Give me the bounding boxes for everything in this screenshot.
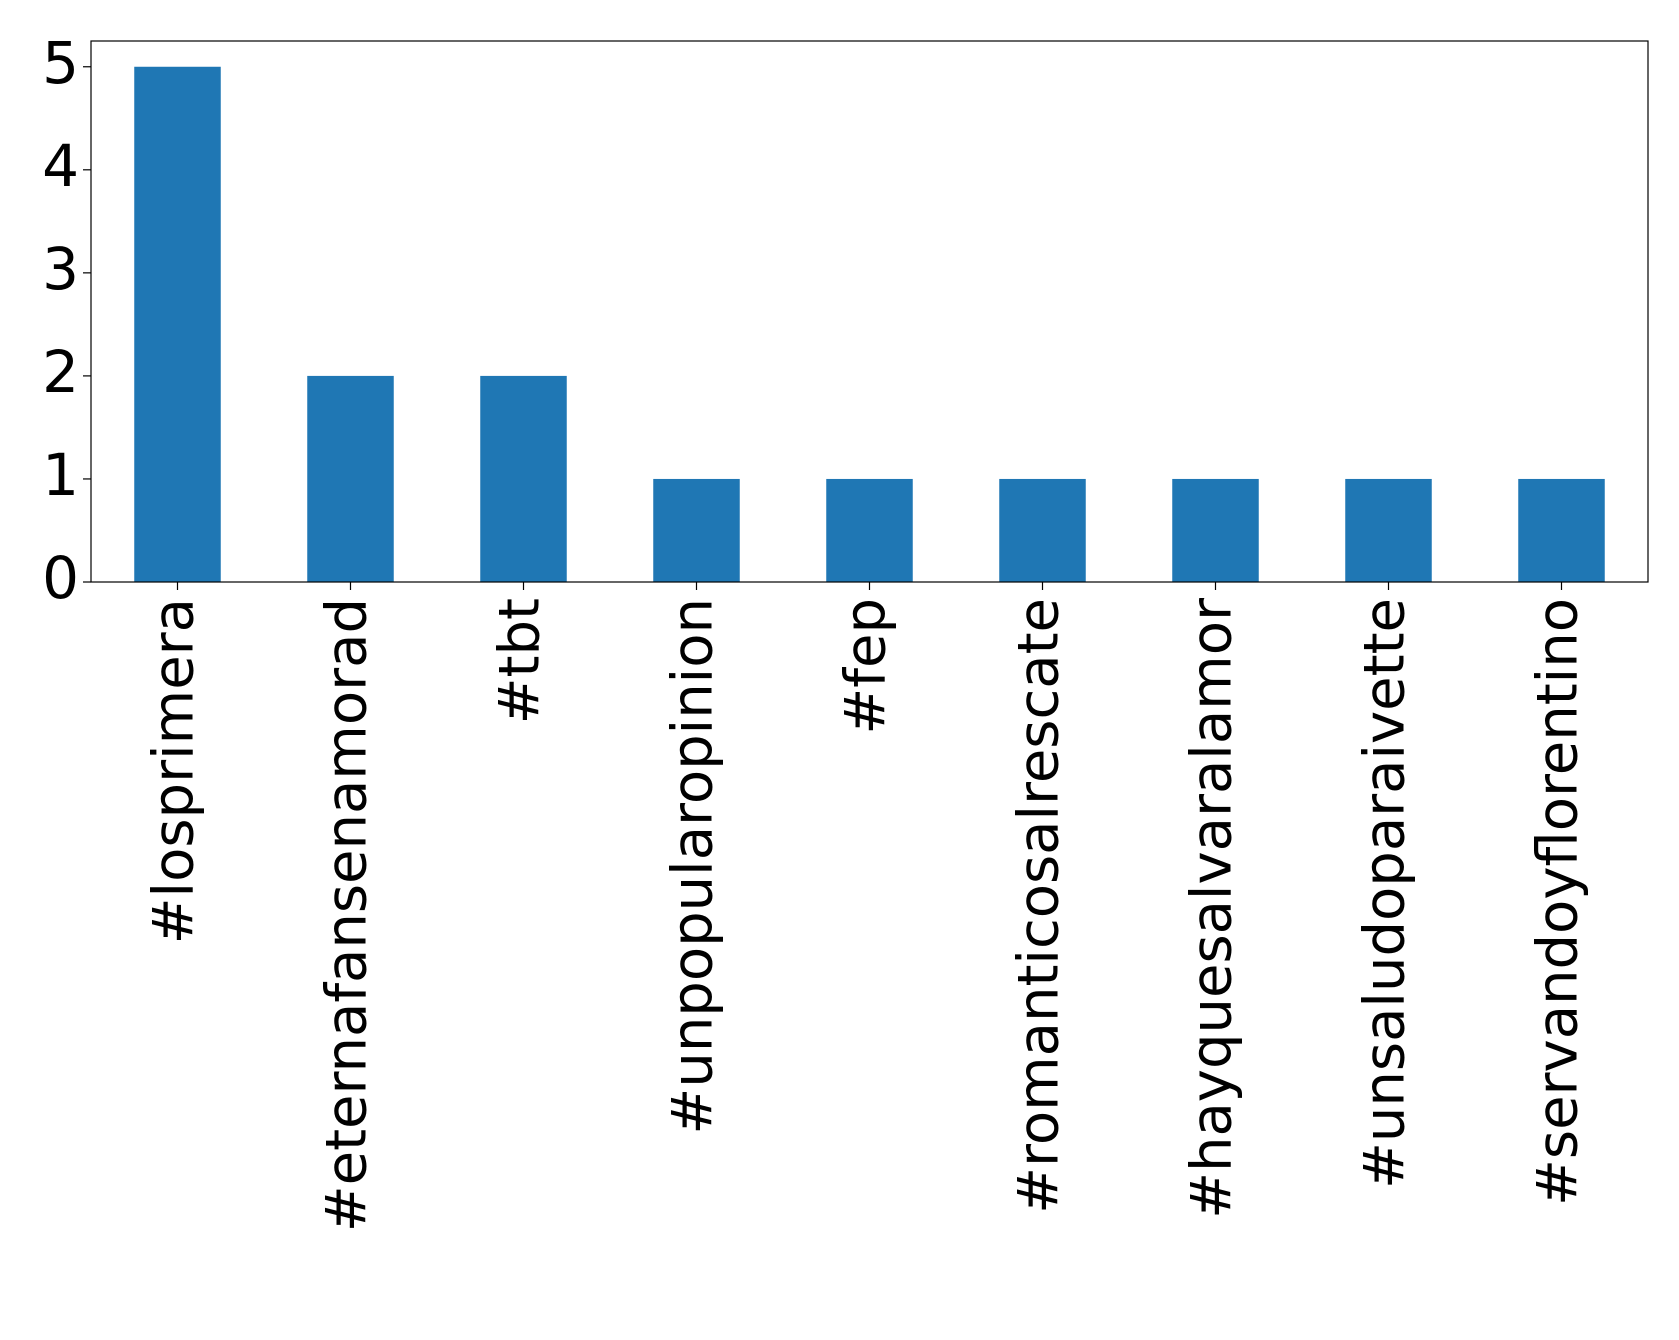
x-tick-label: #romanticosalrescate: [1007, 598, 1072, 1214]
y-tick-label: 3: [42, 235, 79, 303]
bar: [1172, 478, 1259, 582]
x-tick-label: #unpopularopinion: [661, 598, 726, 1135]
x-tick-label: #losprimera: [142, 598, 207, 944]
bar: [1518, 478, 1605, 582]
plot-frame: [90, 40, 1649, 583]
bar: [134, 66, 221, 582]
x-tick-label: #hayquesalvaralamor: [1180, 597, 1245, 1219]
bar: [1345, 478, 1432, 582]
bar: [307, 375, 394, 582]
x-tick-label: #fep: [834, 598, 899, 735]
x-tick-label: #tbt: [488, 598, 553, 724]
x-tick-label: #unsaludoparaivette: [1353, 598, 1418, 1189]
y-tick-label: 1: [42, 441, 79, 509]
x-tick-label: #eternafansenamorad: [315, 598, 380, 1232]
y-tick-label: 2: [42, 338, 79, 406]
x-tick-label: #servandoyflorentino: [1526, 598, 1591, 1206]
bar: [826, 478, 913, 582]
bar: [653, 478, 740, 582]
y-tick-label: 0: [42, 544, 79, 612]
y-tick-label: 5: [42, 29, 79, 97]
bar: [480, 375, 567, 582]
bar: [999, 478, 1086, 582]
y-tick-label: 4: [42, 132, 79, 200]
